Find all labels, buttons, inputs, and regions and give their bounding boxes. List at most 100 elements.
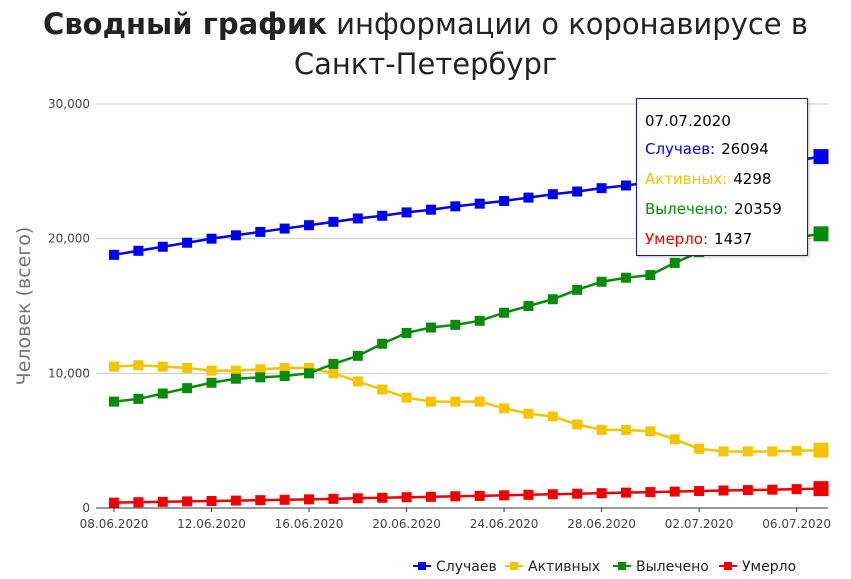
data-point[interactable] bbox=[133, 497, 144, 508]
data-point[interactable] bbox=[425, 396, 436, 407]
data-point[interactable] bbox=[182, 496, 193, 507]
data-point[interactable] bbox=[572, 186, 583, 197]
data-point[interactable] bbox=[255, 226, 266, 237]
data-point[interactable] bbox=[377, 492, 388, 503]
data-point[interactable] bbox=[304, 368, 315, 379]
data-point[interactable] bbox=[425, 204, 436, 215]
data-point[interactable] bbox=[425, 322, 436, 333]
data-point[interactable] bbox=[596, 424, 607, 435]
data-point[interactable] bbox=[157, 496, 168, 507]
data-point[interactable] bbox=[499, 490, 510, 501]
data-point[interactable] bbox=[133, 360, 144, 371]
data-point[interactable] bbox=[109, 249, 119, 260]
data-point[interactable] bbox=[596, 276, 607, 287]
data-point[interactable] bbox=[157, 388, 168, 399]
data-point[interactable] bbox=[230, 365, 241, 376]
data-point[interactable] bbox=[377, 210, 388, 221]
data-point[interactable] bbox=[813, 442, 829, 458]
data-point[interactable] bbox=[813, 481, 829, 497]
legend-item[interactable]: Случаев bbox=[413, 559, 497, 575]
data-point[interactable] bbox=[791, 484, 802, 495]
data-point[interactable] bbox=[109, 396, 119, 407]
data-point[interactable] bbox=[669, 486, 680, 497]
data-point[interactable] bbox=[450, 201, 461, 212]
data-point[interactable] bbox=[255, 372, 266, 383]
data-point[interactable] bbox=[182, 237, 193, 248]
data-point[interactable] bbox=[450, 319, 461, 330]
data-point[interactable] bbox=[620, 487, 631, 498]
data-point[interactable] bbox=[523, 489, 534, 500]
data-point[interactable] bbox=[352, 376, 363, 387]
data-point[interactable] bbox=[109, 497, 119, 508]
data-point[interactable] bbox=[304, 494, 315, 505]
data-point[interactable] bbox=[182, 383, 193, 394]
data-point[interactable] bbox=[742, 446, 753, 457]
data-point[interactable] bbox=[328, 216, 339, 227]
data-point[interactable] bbox=[742, 485, 753, 496]
data-point[interactable] bbox=[352, 213, 363, 224]
data-point[interactable] bbox=[304, 220, 315, 231]
data-point[interactable] bbox=[572, 419, 583, 430]
data-point[interactable] bbox=[547, 489, 558, 500]
data-point[interactable] bbox=[620, 180, 631, 191]
data-point[interactable] bbox=[279, 362, 290, 373]
legend-item[interactable]: Умерло bbox=[719, 559, 796, 575]
data-point[interactable] bbox=[230, 230, 241, 241]
data-point[interactable] bbox=[157, 241, 168, 252]
data-point[interactable] bbox=[620, 272, 631, 283]
data-point[interactable] bbox=[596, 183, 607, 194]
data-point[interactable] bbox=[694, 443, 705, 454]
data-point[interactable] bbox=[328, 358, 339, 369]
data-point[interactable] bbox=[523, 301, 534, 311]
data-point[interactable] bbox=[645, 270, 656, 281]
data-point[interactable] bbox=[377, 384, 388, 395]
data-point[interactable] bbox=[499, 195, 510, 206]
data-point[interactable] bbox=[474, 396, 485, 407]
data-point[interactable] bbox=[572, 488, 583, 499]
data-point[interactable] bbox=[620, 424, 631, 435]
data-point[interactable] bbox=[206, 495, 217, 506]
data-point[interactable] bbox=[669, 434, 680, 445]
legend-item[interactable]: Вылечено bbox=[613, 559, 709, 575]
data-point[interactable] bbox=[182, 362, 193, 373]
data-point[interactable] bbox=[694, 486, 705, 497]
data-point[interactable] bbox=[352, 350, 363, 361]
legend-item[interactable]: Активных bbox=[505, 559, 600, 575]
data-point[interactable] bbox=[230, 495, 241, 506]
data-point[interactable] bbox=[523, 408, 534, 419]
data-point[interactable] bbox=[547, 189, 558, 200]
data-point[interactable] bbox=[230, 373, 241, 384]
data-point[interactable] bbox=[547, 411, 558, 422]
data-point[interactable] bbox=[206, 365, 217, 376]
data-point[interactable] bbox=[401, 392, 412, 403]
data-point[interactable] bbox=[206, 377, 217, 388]
data-point[interactable] bbox=[645, 426, 656, 437]
data-point[interactable] bbox=[813, 149, 829, 165]
data-point[interactable] bbox=[474, 490, 485, 501]
data-point[interactable] bbox=[523, 192, 534, 203]
data-point[interactable] bbox=[328, 368, 339, 379]
data-point[interactable] bbox=[547, 294, 558, 305]
data-point[interactable] bbox=[304, 362, 315, 373]
data-point[interactable] bbox=[474, 315, 485, 326]
data-point[interactable] bbox=[425, 491, 436, 502]
data-point[interactable] bbox=[474, 198, 485, 209]
data-point[interactable] bbox=[352, 493, 363, 504]
data-point[interactable] bbox=[596, 488, 607, 499]
data-point[interactable] bbox=[109, 361, 119, 372]
data-point[interactable] bbox=[255, 364, 266, 375]
data-point[interactable] bbox=[133, 393, 144, 404]
data-point[interactable] bbox=[450, 491, 461, 502]
data-point[interactable] bbox=[767, 446, 778, 457]
data-point[interactable] bbox=[718, 446, 729, 457]
data-point[interactable] bbox=[813, 226, 829, 242]
data-point[interactable] bbox=[401, 207, 412, 218]
data-point[interactable] bbox=[133, 245, 144, 256]
data-point[interactable] bbox=[572, 284, 583, 295]
data-point[interactable] bbox=[206, 233, 217, 244]
data-point[interactable] bbox=[328, 493, 339, 504]
data-point[interactable] bbox=[791, 445, 802, 456]
data-point[interactable] bbox=[718, 485, 729, 496]
data-point[interactable] bbox=[499, 403, 510, 414]
data-point[interactable] bbox=[279, 494, 290, 505]
